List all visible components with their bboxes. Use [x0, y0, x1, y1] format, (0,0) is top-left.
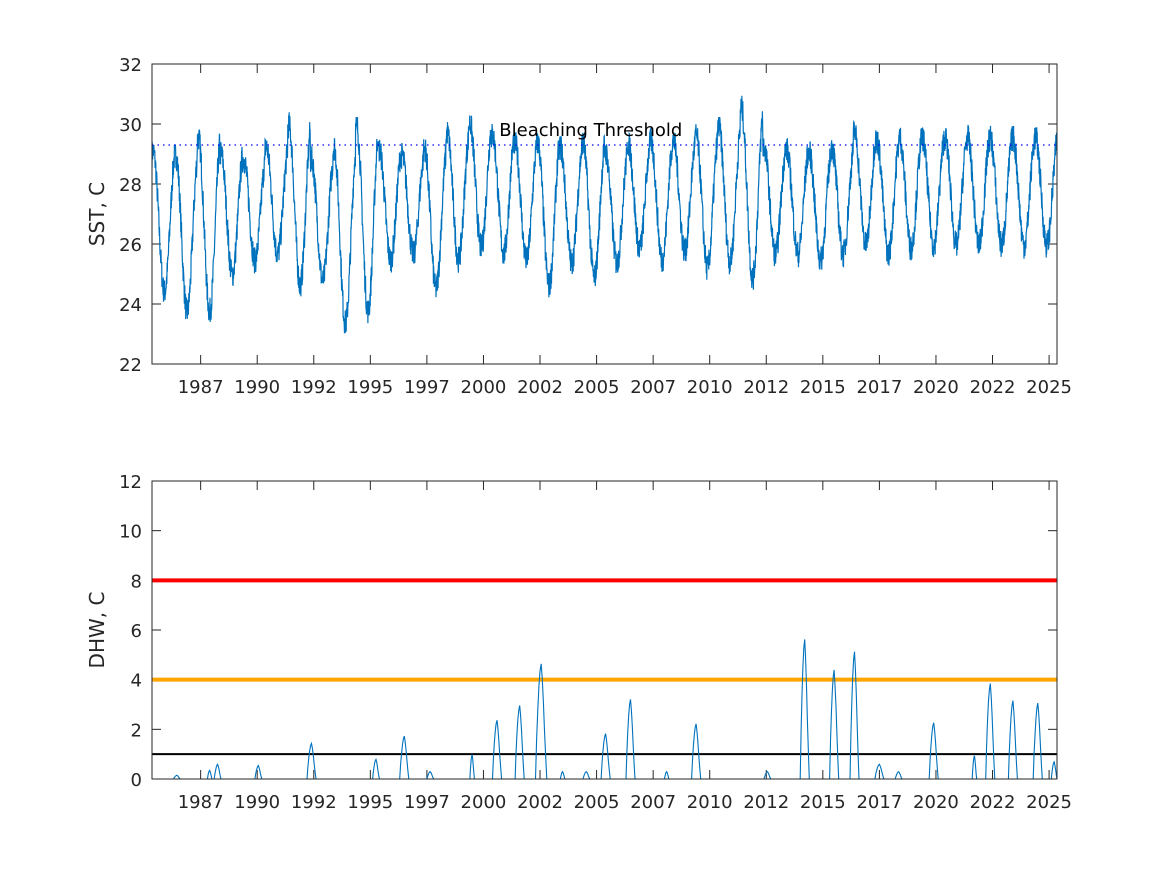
x-tick-label: 2012 [743, 377, 789, 398]
x-tick-label: 1990 [234, 377, 280, 398]
y-tick-label: 12 [119, 472, 142, 493]
x-tick-label: 1997 [404, 377, 450, 398]
bleaching-threshold-label: Bleaching Threshold [499, 120, 682, 141]
y-tick-label: 30 [119, 115, 142, 136]
y-tick-label: 0 [131, 770, 142, 791]
dhw-panel: 0 2 4 6 8 10 12 1987 1990 1992 1995 1997 2000 2002 20… [85, 472, 1072, 813]
x-tick-label: 2002 [517, 792, 563, 813]
x-tick-label: 2015 [800, 377, 846, 398]
x-tick-label: 1987 [178, 792, 224, 813]
y-tick-label: 8 [131, 571, 142, 592]
sst-series-group [152, 95, 1057, 334]
sst-x-tick-labels: 1987 1990 1992 1995 1997 2000 2002 2005 2007 2010… [178, 377, 1072, 398]
sst-series-line [152, 95, 1057, 334]
x-tick-label: 2025 [1026, 792, 1072, 813]
x-tick-label: 1997 [404, 792, 450, 813]
x-tick-label: 2000 [461, 792, 507, 813]
dhw-y-tick-labels: 0 2 4 6 8 10 12 [119, 472, 142, 791]
y-tick-label: 24 [119, 295, 142, 316]
x-tick-label: 2020 [913, 792, 959, 813]
x-tick-label: 2022 [970, 377, 1016, 398]
y-tick-label: 22 [119, 355, 142, 376]
x-tick-label: 1992 [291, 377, 337, 398]
x-tick-label: 2007 [630, 377, 676, 398]
x-tick-label: 2002 [517, 377, 563, 398]
x-tick-label: 2012 [743, 792, 789, 813]
x-tick-label: 1987 [178, 377, 224, 398]
x-tick-label: 2000 [461, 377, 507, 398]
x-tick-label: 2022 [970, 792, 1016, 813]
x-tick-label: 2015 [800, 792, 846, 813]
x-tick-label: 2005 [574, 792, 620, 813]
x-tick-label: 2010 [687, 792, 733, 813]
y-tick-label: 32 [119, 55, 142, 76]
x-tick-label: 2017 [856, 377, 902, 398]
x-tick-label: 2025 [1026, 377, 1072, 398]
dhw-axes-box [151, 480, 1058, 780]
sst-plot-area [152, 64, 1057, 364]
sst-panel: Bleaching Threshold 22 24 26 28 30 32 1987 199… [85, 55, 1072, 398]
y-tick-label: 10 [119, 522, 142, 543]
x-tick-label: 2020 [913, 377, 959, 398]
sst-y-tick-labels: 22 24 26 28 30 32 [119, 55, 142, 376]
y-tick-label: 2 [131, 720, 142, 741]
x-tick-label: 1990 [234, 792, 280, 813]
dhw-series-group [152, 578, 1057, 779]
dhw-plot-area [152, 481, 1057, 779]
x-tick-label: 2007 [630, 792, 676, 813]
x-tick-label: 1992 [291, 792, 337, 813]
y-tick-label: 28 [119, 175, 142, 196]
sst-axes-box [151, 63, 1058, 365]
dhw-y-axis-label: DHW, C [85, 592, 109, 669]
x-tick-label: 2010 [687, 377, 733, 398]
y-tick-label: 6 [131, 621, 142, 642]
x-tick-label: 1995 [347, 377, 393, 398]
x-tick-label: 1995 [347, 792, 393, 813]
sst-y-axis-label: SST, C [85, 182, 109, 246]
dhw-x-tick-labels: 1987 1990 1992 1995 1997 2000 2002 2005 2007 2010… [178, 792, 1072, 813]
x-tick-label: 2017 [856, 792, 902, 813]
y-tick-label: 4 [131, 671, 142, 692]
y-tick-label: 26 [119, 235, 142, 256]
x-tick-label: 2005 [574, 377, 620, 398]
